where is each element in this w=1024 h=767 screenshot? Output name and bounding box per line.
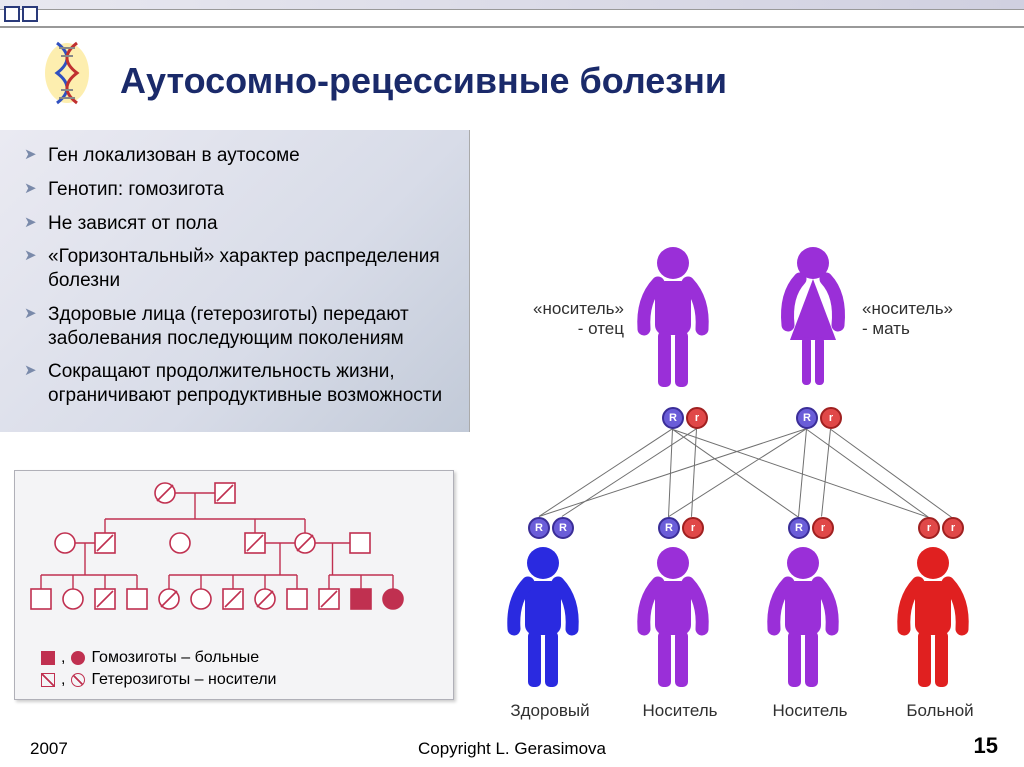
person-label-child4: Больной	[890, 701, 990, 721]
pedigree-legend: , Гомозиготы – больные , Гетерозиготы – …	[41, 649, 443, 693]
person-label-child1: Здоровый	[500, 701, 600, 721]
pedigree-diagram: , Гомозиготы – больные , Гетерозиготы – …	[14, 470, 454, 700]
slide-title: Аутосомно-рецессивные болезни	[120, 60, 727, 102]
inheritance-diagram: «носитель» - отец «носитель» - мать Здор…	[490, 245, 1010, 725]
legend-circle-diag-icon	[71, 673, 85, 687]
dna-icon	[42, 38, 92, 108]
bullet-item: Сокращают продолжительность жизни, огран…	[28, 360, 457, 408]
person-child4	[890, 545, 976, 695]
bullet-item: «Горизонтальный» характер распределения …	[28, 245, 457, 293]
footer-page-number: 15	[974, 733, 998, 759]
allele-pair: Rr	[662, 407, 708, 429]
allele-pair: Rr	[788, 517, 834, 539]
person-mother	[770, 245, 856, 395]
legend-label-2: Гетерозиготы – носители	[91, 671, 276, 689]
person-label-child2: Носитель	[630, 701, 730, 721]
legend-circle-filled-icon	[71, 651, 85, 665]
legend-square-filled-icon	[41, 651, 55, 665]
bullet-item: Здоровые лица (гетерозиготы) передают за…	[28, 303, 457, 351]
bullet-block: Ген локализован в аутосоме Генотип: гомоз…	[0, 130, 470, 432]
allele-pair: Rr	[796, 407, 842, 429]
person-father	[630, 245, 716, 395]
allele-pair: RR	[528, 517, 574, 539]
footer-copyright: Copyright L. Gerasimova	[0, 739, 1024, 759]
legend-label-1: Гомозиготы – больные	[91, 649, 259, 667]
bullet-item: Не зависят от пола	[28, 212, 457, 236]
bullet-item: Генотип: гомозигота	[28, 178, 457, 202]
person-label-father: «носитель» - отец	[533, 299, 624, 338]
person-child3	[760, 545, 846, 695]
person-label-mother: «носитель» - мать	[862, 299, 953, 338]
corner-squares	[4, 6, 38, 22]
top-bar	[0, 0, 1024, 10]
person-label-child3: Носитель	[760, 701, 860, 721]
person-child1	[500, 545, 586, 695]
person-child2	[630, 545, 716, 695]
legend-square-diag-icon	[41, 673, 55, 687]
divider-line	[0, 26, 1024, 28]
bullet-item: Ген локализован в аутосоме	[28, 144, 457, 168]
allele-pair: Rr	[658, 517, 704, 539]
allele-pair: rr	[918, 517, 964, 539]
